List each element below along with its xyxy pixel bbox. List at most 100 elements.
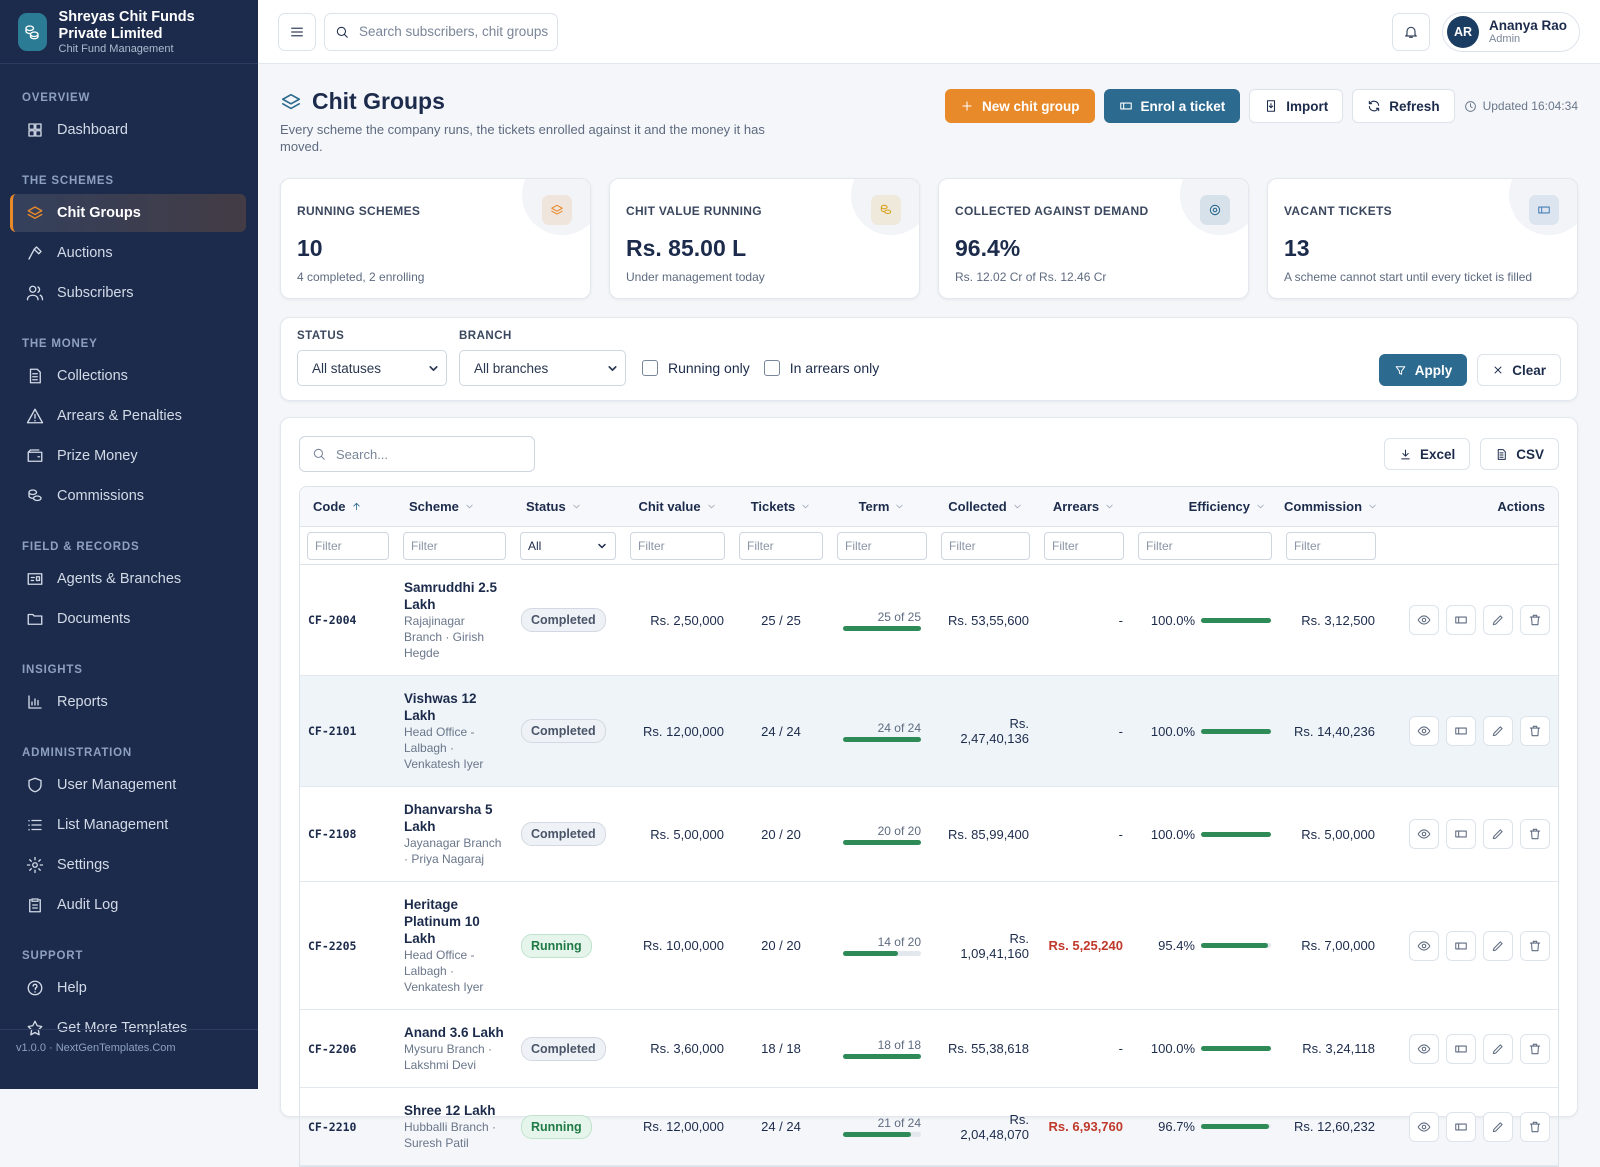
action-button[interactable] — [1520, 1111, 1550, 1142]
menu-button[interactable] — [278, 12, 316, 51]
nav-item[interactable]: List Management — [10, 806, 246, 844]
icon-shape — [27, 613, 43, 625]
global-search[interactable]: Search subscribers, chit groups — [324, 12, 558, 51]
action-button[interactable] — [1483, 716, 1513, 746]
action-button[interactable] — [1520, 819, 1550, 849]
export-button[interactable]: CSV — [1480, 438, 1559, 470]
nav-item[interactable]: Chit Groups — [10, 194, 246, 232]
status-badge: Running — [521, 933, 592, 958]
action-button[interactable] — [1446, 930, 1476, 961]
column-filter[interactable]: Filter — [1138, 532, 1272, 560]
checkbox[interactable]: In arrears only — [763, 350, 879, 386]
topbar: Search subscribers, chit groups AR Anany… — [258, 0, 1600, 64]
action-button[interactable] — [1409, 1111, 1439, 1142]
header-button[interactable]: Refresh — [1352, 89, 1455, 123]
column-header[interactable]: Term — [830, 487, 934, 526]
action-button[interactable] — [1520, 605, 1550, 635]
checkbox-box — [642, 360, 658, 376]
column-filter[interactable]: Filter — [630, 532, 725, 560]
action-button[interactable] — [1520, 930, 1550, 961]
action-button[interactable] — [1483, 1033, 1513, 1064]
status-select[interactable]: All statuses — [297, 350, 447, 386]
column-filter[interactable]: Filter — [941, 532, 1030, 560]
nav-item[interactable]: Collections — [10, 357, 246, 395]
nav-item[interactable]: Settings — [10, 846, 246, 884]
clear-button[interactable]: Clear — [1477, 354, 1561, 386]
header-button[interactable]: New chit group — [945, 89, 1095, 123]
stat-card: CHIT VALUE RUNNING Rs. 85.00 L Under manag… — [609, 178, 920, 299]
icon — [26, 285, 44, 301]
icon — [28, 489, 42, 502]
action-button[interactable] — [1409, 605, 1439, 635]
action-button[interactable] — [1483, 930, 1513, 961]
content: Chit Groups Every scheme the company run… — [258, 64, 1600, 1167]
action-button[interactable] — [1409, 819, 1439, 849]
column-filter[interactable]: Filter — [837, 532, 927, 560]
action-button[interactable] — [1446, 1033, 1476, 1064]
header-button[interactable]: Import — [1249, 89, 1344, 123]
button-label: CSV — [1516, 446, 1544, 462]
icon — [26, 856, 44, 874]
column-filter[interactable]: Filter — [1044, 532, 1124, 560]
notifications[interactable] — [1391, 12, 1430, 51]
nav-item[interactable]: Auctions — [10, 234, 246, 272]
nav-item[interactable]: Subscribers — [10, 274, 246, 312]
column-filter[interactable]: Filter — [739, 532, 823, 560]
column-header[interactable]: Scheme — [396, 487, 513, 526]
checkbox[interactable]: Running only — [642, 350, 750, 386]
column-header[interactable]: Status — [513, 487, 623, 526]
icon — [1014, 504, 1021, 509]
header-button[interactable]: Enrol a ticket — [1103, 89, 1241, 123]
action-button[interactable] — [1483, 819, 1513, 849]
branch-select[interactable]: All branches — [459, 350, 626, 386]
stat-label: VACANT TICKETS — [1284, 204, 1392, 218]
nav-item[interactable]: Reports — [10, 683, 246, 721]
column-label: Scheme — [409, 499, 459, 514]
action-button[interactable] — [1520, 716, 1550, 746]
scheme-name: Anand 3.6 Lakh — [404, 1025, 504, 1040]
action-button[interactable] — [1483, 605, 1513, 635]
nav-label: Prize Money — [57, 448, 138, 464]
avatar: AR — [1446, 15, 1479, 48]
column-header[interactable]: Efficiency — [1131, 487, 1279, 526]
nav-item[interactable]: Documents — [10, 600, 246, 638]
action-button[interactable] — [1409, 930, 1439, 961]
nav-item[interactable]: Audit Log — [10, 886, 246, 924]
apply-button[interactable]: Apply — [1378, 354, 1468, 386]
icon-shape — [1455, 616, 1467, 624]
action-button[interactable] — [1446, 716, 1476, 746]
column-header[interactable]: Code — [300, 487, 396, 526]
column-filter[interactable]: Filter — [403, 532, 506, 560]
cell: 25 / 25 — [732, 565, 830, 675]
column-filter[interactable]: Filter — [1286, 532, 1376, 560]
action-button[interactable] — [1446, 819, 1476, 849]
nav-item[interactable]: Dashboard — [10, 111, 246, 149]
nav-item[interactable]: Arrears & Penalties — [10, 397, 246, 435]
column-header[interactable]: Chit value — [623, 487, 732, 526]
export-button[interactable]: Excel — [1383, 438, 1471, 470]
column-header[interactable]: Arrears — [1037, 487, 1131, 526]
column-header[interactable]: Commission — [1279, 487, 1383, 526]
column-filter[interactable]: Filter — [307, 532, 389, 560]
nav-item[interactable]: User Management — [10, 766, 246, 804]
action-button[interactable] — [1446, 1111, 1476, 1142]
icon-shape — [707, 504, 715, 509]
action-button[interactable] — [1409, 1033, 1439, 1064]
action-button[interactable] — [1446, 605, 1476, 635]
action-button[interactable] — [1409, 716, 1439, 746]
logo-shape — [25, 24, 39, 39]
column-filter[interactable]: All — [520, 532, 616, 560]
column-header[interactable]: Collected — [934, 487, 1037, 526]
table-search[interactable]: Search... — [299, 436, 535, 472]
action-button[interactable] — [1483, 1111, 1513, 1142]
nav-item[interactable]: Get More Templates — [10, 1009, 246, 1047]
column-header[interactable]: Tickets — [732, 487, 830, 526]
tickets: 24 / 24 — [761, 723, 801, 739]
nav-item[interactable]: Prize Money — [10, 437, 246, 475]
filter-cell: Filter — [300, 527, 396, 565]
nav-item[interactable]: Help — [10, 969, 246, 1007]
action-button[interactable] — [1520, 1033, 1550, 1064]
nav-item[interactable]: Commissions — [10, 477, 246, 515]
nav-item[interactable]: Agents & Branches — [10, 560, 246, 598]
user-menu[interactable]: AR Ananya Rao Admin — [1441, 11, 1580, 52]
